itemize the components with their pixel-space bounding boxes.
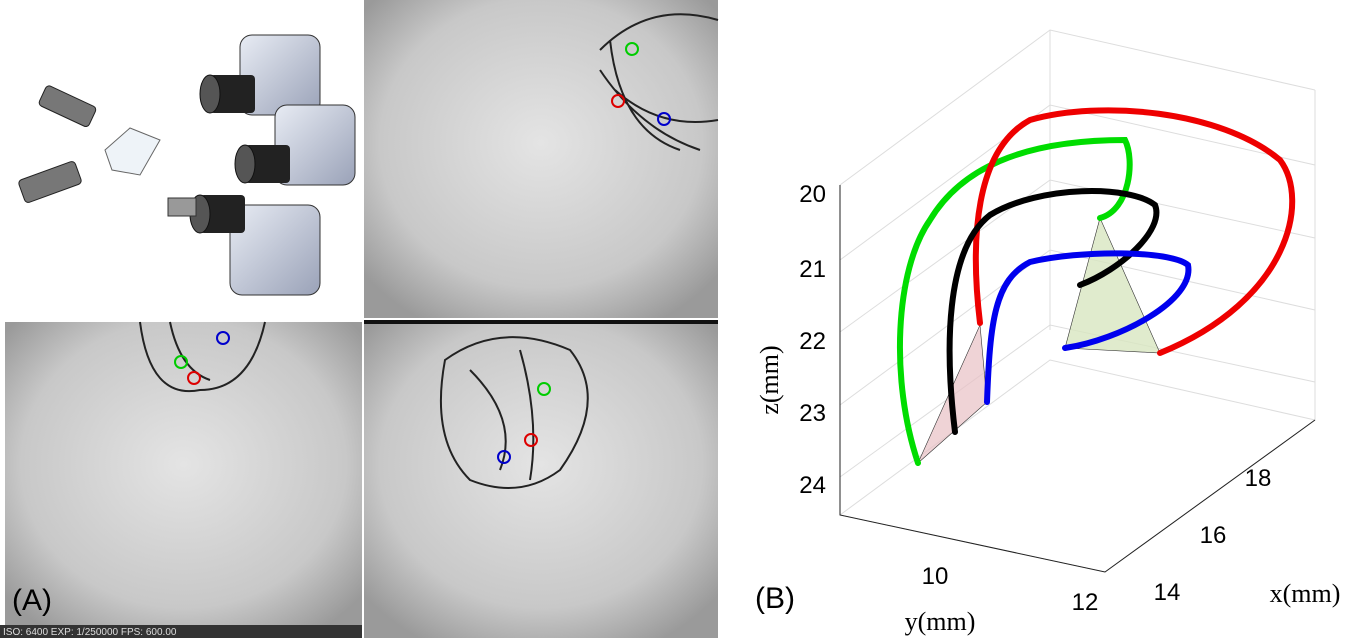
z-tick-label: 23 (799, 400, 826, 427)
camera-overlay: ISO: 6400 EXP: 1/250000 FPS: 600.00 (3, 627, 177, 638)
z-tick-label: 24 (799, 472, 826, 499)
z-tick-label: 21 (799, 256, 826, 283)
overlay-bar (0, 625, 362, 638)
camera-view (364, 322, 718, 638)
camera-view (364, 0, 718, 318)
panel-label: (A) (12, 584, 52, 617)
y-axis-label: y(mm) (905, 607, 976, 636)
x-tick-label: 14 (1154, 579, 1181, 606)
markers (174, 42, 671, 464)
z-tick-label: 20 (799, 181, 826, 208)
y-tick-label: 12 (1072, 589, 1099, 616)
z-tick-label: 22 (799, 328, 826, 355)
x-tick-label: 16 (1200, 522, 1227, 549)
x-axis-label: x(mm) (1270, 579, 1341, 608)
y-tick-label: 10 (922, 563, 949, 590)
camera-view (5, 322, 362, 638)
axis-lines (839, 185, 1316, 573)
frame-edge (364, 320, 718, 324)
trajectories (896, 107, 1296, 466)
specimen (139, 13, 719, 489)
x-tick-label: 18 (1245, 465, 1272, 492)
z-axis-label: z(mm) (755, 345, 784, 414)
camera-rig (18, 34, 356, 296)
axes-box (839, 29, 1316, 573)
panel-label: (B) (755, 582, 795, 615)
